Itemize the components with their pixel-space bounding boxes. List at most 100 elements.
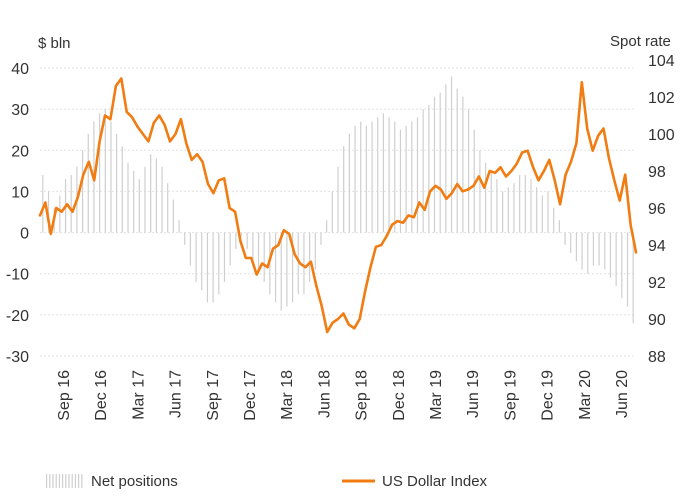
net-position-bar (201, 232, 203, 291)
legend: Net positions US Dollar Index (46, 473, 488, 490)
net-position-bar (507, 187, 509, 233)
x-axis-label: Jun 19 (465, 370, 482, 418)
legend-bar-tick (65, 474, 67, 488)
net-position-bar (314, 232, 316, 270)
legend-bar-tick (49, 474, 51, 488)
left-axis-tick-label: 20 (11, 143, 29, 160)
net-position-bar (121, 146, 123, 233)
net-position-bar (450, 76, 453, 233)
net-position-bar (496, 179, 498, 233)
x-axis-label: Mar 20 (577, 370, 594, 420)
x-axis-label: Jun 20 (614, 370, 631, 418)
legend-bar-tick (52, 474, 54, 488)
left-axis-unit: $ bln (38, 35, 71, 52)
legend-net-positions-label: Net positions (91, 473, 178, 490)
net-position-bar (150, 154, 152, 233)
x-axis-label: Mar 19 (428, 370, 445, 420)
net-position-bar (473, 129, 475, 233)
x-axis-label: Dec 17 (242, 370, 259, 421)
net-position-bar (178, 220, 180, 233)
net-position-bar (138, 179, 140, 233)
net-position-bar (530, 179, 532, 233)
net-position-bar (592, 232, 595, 266)
net-position-bar (155, 158, 157, 233)
net-position-bar (388, 117, 390, 233)
left-axis-tick-label: 30 (11, 102, 29, 119)
x-axis-label: Sep 18 (354, 370, 371, 421)
x-axis-label: Dec 19 (540, 370, 557, 421)
legend-bar-tick (68, 474, 70, 488)
net-position-bar (609, 232, 612, 278)
x-axis-label: Sep 17 (205, 370, 222, 421)
right-axis-tick-label: 94 (648, 238, 666, 255)
legend-bar-tick (78, 474, 80, 488)
x-axis-label: Sep 19 (502, 370, 519, 421)
net-positions-bars (42, 76, 634, 324)
x-axis-label: Dec 16 (93, 370, 110, 421)
left-axis-tick-label: -30 (6, 349, 29, 366)
x-axis-label: Mar 17 (130, 370, 147, 420)
net-position-bar (235, 232, 237, 250)
net-position-bar (411, 121, 413, 233)
net-position-bar (416, 117, 419, 233)
right-axis-tick-label: 90 (648, 312, 666, 329)
right-axis-tick-label: 100 (648, 127, 675, 144)
left-axis-ticks: 40 30 20 10 0 -10 -20 -30 (6, 61, 29, 366)
net-position-bar (547, 191, 549, 233)
net-position-bar (59, 195, 61, 233)
net-position-bar (291, 232, 294, 303)
legend-bar-tick (81, 474, 83, 488)
net-position-bar (604, 232, 606, 270)
left-axis-tick-label: 0 (20, 226, 29, 243)
net-position-bar (70, 174, 72, 233)
net-position-bar (467, 109, 470, 233)
legend-bar-tick (55, 474, 57, 488)
net-position-bar (575, 232, 577, 262)
x-axis-labels: Sep 16 Dec 16 Mar 17 Jun 17 Sep 17 Dec 17 Mar … (56, 370, 631, 421)
x-axis-label: Sep 16 (56, 370, 73, 421)
legend-bar-tick (58, 474, 60, 488)
right-axis-tick-label: 104 (648, 53, 675, 70)
net-position-bar (297, 232, 299, 295)
net-position-bar (303, 232, 305, 295)
net-position-bar (189, 232, 192, 266)
net-position-bar (360, 121, 362, 233)
net-position-bar (439, 92, 441, 233)
net-position-bar (229, 232, 231, 266)
net-position-bar (377, 117, 379, 233)
net-position-bar (195, 232, 197, 282)
net-position-bar (240, 232, 243, 237)
left-axis-tick-label: -10 (6, 267, 29, 284)
net-position-bar (218, 232, 220, 295)
right-axis-tick-label: 98 (648, 164, 666, 181)
net-position-bar (621, 232, 623, 299)
net-position-bar (382, 113, 385, 233)
x-axis-label: Mar 18 (279, 370, 296, 420)
net-position-bar (581, 232, 583, 270)
net-position-bar (632, 232, 634, 324)
net-position-bar (167, 183, 169, 233)
legend-bar-tick (62, 474, 64, 488)
net-position-bar (133, 170, 135, 233)
net-position-bar (598, 232, 600, 266)
net-position-bar (519, 174, 521, 233)
net-position-bar (280, 232, 282, 311)
legend-net-positions-swatch (46, 474, 83, 488)
legend-bar-tick (46, 474, 48, 488)
right-axis-tick-label: 88 (648, 349, 666, 366)
net-position-bar (161, 166, 163, 233)
net-position-bar (570, 232, 572, 254)
net-position-bar (212, 232, 214, 303)
net-position-bar (274, 232, 277, 303)
net-position-bar (502, 191, 504, 233)
right-axis-tick-label: 102 (648, 90, 675, 107)
net-position-bar (371, 121, 373, 233)
right-axis-tick-label: 92 (648, 275, 666, 292)
net-position-bar (484, 162, 487, 233)
left-axis-tick-label: -20 (6, 308, 29, 325)
net-position-bar (81, 150, 84, 233)
x-axis-label: Jun 17 (168, 370, 185, 418)
net-position-bar (479, 150, 481, 233)
legend-bar-tick (71, 474, 73, 488)
